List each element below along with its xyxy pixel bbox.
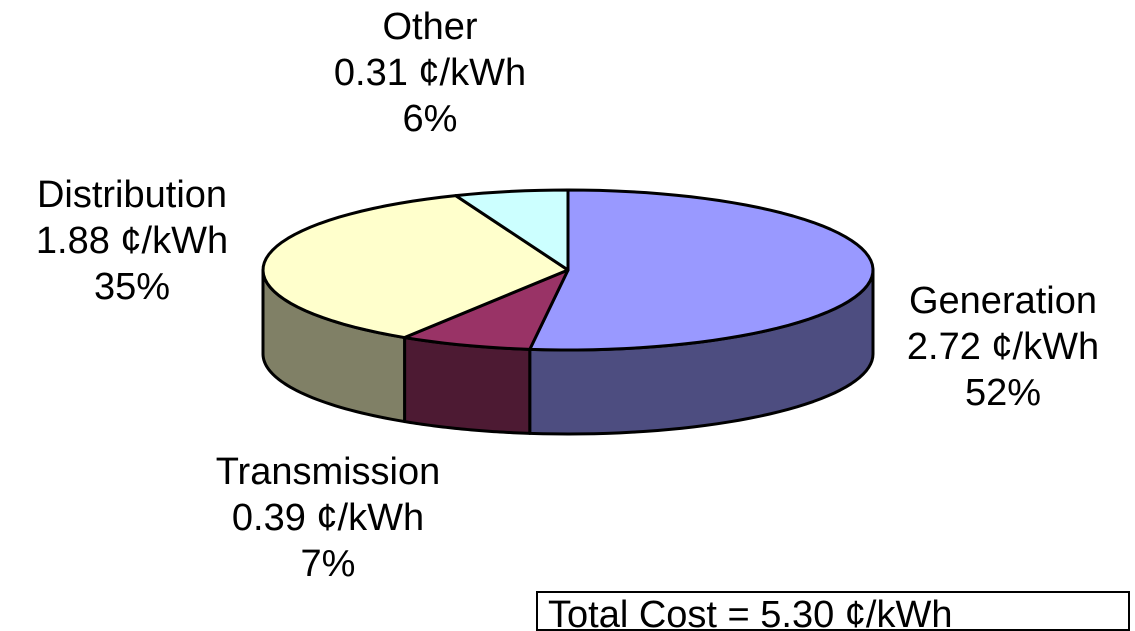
slice-name-transmission: Transmission [215,451,441,493]
slice-side-transmission [403,336,532,435]
slice-label-transmission: Transmission 0.39 ¢/kWh 7% [178,449,478,587]
slice-value-other: 0.31 ¢/kWh [333,52,527,94]
slice-top-transmission [403,268,570,351]
slice-percent-generation: 52% [964,372,1042,414]
pie-chart [261,188,875,436]
slice-percent-other: 6% [402,98,458,140]
slice-top-other [454,188,570,272]
slice-label-distribution: Distribution 1.88 ¢/kWh 35% [0,172,272,310]
slice-percent-distribution: 35% [93,266,171,308]
slice-label-generation: Generation 2.72 ¢/kWh 52% [868,278,1135,416]
slice-value-transmission: 0.39 ¢/kWh [231,497,425,539]
slice-percent-transmission: 7% [300,543,356,585]
slice-name-generation: Generation [908,280,1097,322]
slice-top-distribution [261,194,570,340]
slice-top-generation [528,188,875,352]
pie-tops [261,188,875,352]
slice-name-other: Other [382,6,478,48]
slice-name-distribution: Distribution [36,174,228,216]
slice-value-generation: 2.72 ¢/kWh [906,326,1100,368]
total-cost-box: Total Cost = 5.30 ¢/kWh [536,591,1130,631]
slice-label-other: Other 0.31 ¢/kWh 6% [290,4,570,142]
slice-value-distribution: 1.88 ¢/kWh [35,220,229,262]
